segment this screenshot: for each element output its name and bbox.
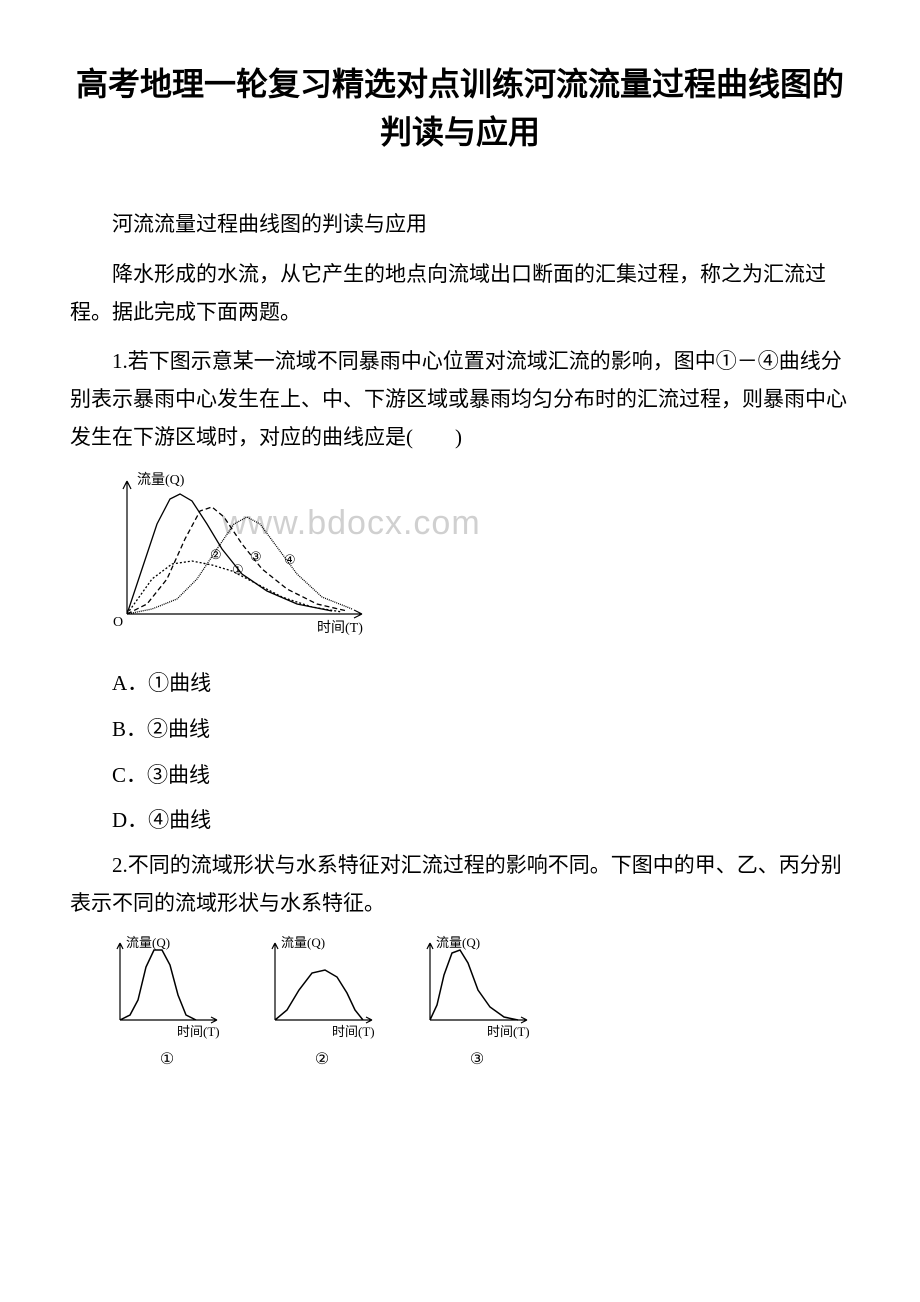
- small-charts-row: 流量(Q) 时间(T) ① 流量(Q) 时间(T) ② 流量(Q) 时间(T) ③: [102, 935, 850, 1069]
- small-chart-3: 流量(Q) 时间(T) ③: [412, 935, 542, 1069]
- question-2-text: 2.不同的流域形状与水系特征对汇流过程的影响不同。下图中的甲、乙、丙分别表示不同…: [70, 847, 850, 923]
- small-chart-3-svg: 流量(Q) 时间(T): [412, 935, 542, 1040]
- svg-text:流量(Q): 流量(Q): [281, 935, 325, 950]
- small-chart-3-label: ③: [412, 1049, 542, 1069]
- svg-text:③: ③: [250, 549, 262, 564]
- q1-option-a: A．①曲线: [70, 664, 850, 704]
- question-1-text: 1.若下图示意某一流域不同暴雨中心位置对流域汇流的影响，图中①－④曲线分别表示暴…: [70, 343, 850, 456]
- svg-text:时间(T): 时间(T): [177, 1024, 220, 1039]
- page-title: 高考地理一轮复习精选对点训练河流流量过程曲线图的判读与应用: [70, 60, 850, 156]
- intro-paragraph: 降水形成的水流，从它产生的地点向流域出口断面的汇集过程，称之为汇流过程。据此完成…: [70, 256, 850, 332]
- svg-text:时间(T): 时间(T): [332, 1024, 375, 1039]
- q1-option-c: C．③曲线: [70, 756, 850, 796]
- small-chart-2-label: ②: [257, 1049, 387, 1069]
- small-chart-1-svg: 流量(Q) 时间(T): [102, 935, 232, 1040]
- small-chart-2-svg: 流量(Q) 时间(T): [257, 935, 387, 1040]
- flow-curves-chart: 流量(Q)时间(T)O①②③④: [102, 469, 392, 644]
- svg-text:②: ②: [210, 547, 222, 562]
- svg-text:④: ④: [284, 552, 296, 567]
- svg-text:流量(Q): 流量(Q): [137, 472, 185, 488]
- small-chart-2: 流量(Q) 时间(T) ②: [257, 935, 387, 1069]
- q1-option-d: D．④曲线: [70, 801, 850, 841]
- q1-option-b: B．②曲线: [70, 710, 850, 750]
- small-chart-1-label: ①: [102, 1049, 232, 1069]
- svg-text:时间(T): 时间(T): [487, 1024, 530, 1039]
- chart-1-container: www.bdocx.com 流量(Q)时间(T)O①②③④: [102, 469, 850, 649]
- svg-text:流量(Q): 流量(Q): [126, 935, 170, 950]
- small-chart-1: 流量(Q) 时间(T) ①: [102, 935, 232, 1069]
- svg-text:时间(T): 时间(T): [317, 620, 363, 636]
- svg-text:流量(Q): 流量(Q): [436, 935, 480, 950]
- intro-section-label: 河流流量过程曲线图的判读与应用: [70, 206, 850, 244]
- svg-text:O: O: [113, 615, 123, 630]
